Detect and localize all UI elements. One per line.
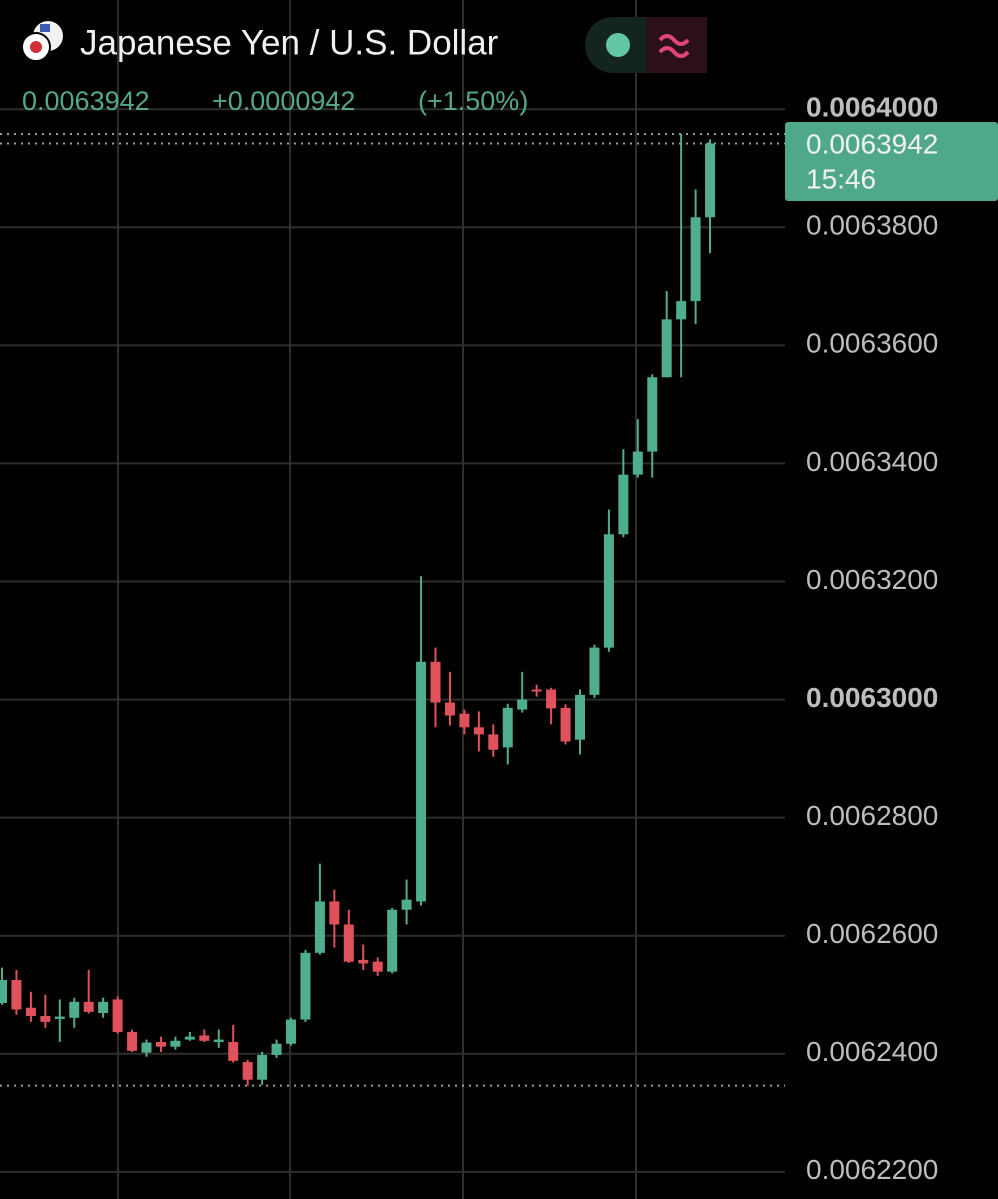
candle-body xyxy=(213,1039,224,1042)
y-tick-label: 0.0062400 xyxy=(806,1036,938,1067)
y-tick-label: 0.0063000 xyxy=(806,682,938,713)
candle-body xyxy=(502,707,513,748)
candle-body xyxy=(647,377,658,452)
candle-body xyxy=(184,1036,195,1040)
header-change: +0.0000942 xyxy=(212,86,355,116)
candle-body xyxy=(300,952,311,1020)
y-tick-label: 0.0062800 xyxy=(806,800,938,831)
candle-body xyxy=(40,1015,51,1022)
market-dot xyxy=(606,33,630,57)
candle-body xyxy=(25,1007,36,1016)
candle-body xyxy=(141,1042,152,1053)
candle-body xyxy=(372,961,383,972)
y-tick-label: 0.0064000 xyxy=(806,92,938,123)
price-tag: 0.0063942 15:46 xyxy=(785,122,998,201)
candle-body xyxy=(430,661,441,703)
y-tick-label: 0.0062200 xyxy=(806,1154,938,1185)
candle-body xyxy=(170,1040,181,1047)
candle-body xyxy=(0,979,7,1004)
jp-sun xyxy=(30,41,42,53)
plot xyxy=(0,108,785,1173)
price-tag-countdown: 15:46 xyxy=(806,163,876,194)
candle-body xyxy=(676,301,687,320)
candle-body xyxy=(54,1016,65,1019)
header: Japanese Yen / U.S. Dollar 0.0063942 +0.… xyxy=(21,17,707,116)
candle-body xyxy=(228,1041,239,1061)
candle-body xyxy=(286,1019,296,1044)
candle-body xyxy=(11,979,22,1010)
candle-body xyxy=(632,451,643,475)
price-tag-price: 0.0063942 xyxy=(806,128,938,159)
candle-body xyxy=(473,727,484,735)
symbol-title: Japanese Yen / U.S. Dollar xyxy=(80,23,499,62)
price-tag-bg xyxy=(785,122,998,201)
candle-body xyxy=(575,694,585,740)
status-pill[interactable] xyxy=(585,17,707,73)
candle-body xyxy=(690,217,701,302)
candle-body xyxy=(314,901,325,953)
time-grid xyxy=(117,0,637,1199)
candle-body xyxy=(661,319,672,378)
header-price: 0.0063942 xyxy=(22,86,150,116)
candle-body xyxy=(98,1001,109,1014)
candle-body xyxy=(488,734,499,750)
flag-canton xyxy=(40,24,50,32)
candle-body xyxy=(112,999,123,1032)
candle-body xyxy=(199,1035,210,1041)
y-tick-label: 0.0063800 xyxy=(806,210,938,241)
candle-body xyxy=(69,1001,80,1018)
candle-body xyxy=(705,143,716,218)
wave-icon xyxy=(658,34,690,58)
candle-body xyxy=(459,713,470,728)
candle-body xyxy=(387,909,398,972)
candle-body xyxy=(589,647,600,695)
candle-body xyxy=(603,534,614,648)
candle-body xyxy=(155,1041,166,1047)
currency-icon xyxy=(21,21,63,62)
candle-body xyxy=(401,899,412,910)
candle-body xyxy=(83,1001,94,1012)
y-tick-label: 0.0062600 xyxy=(806,918,938,949)
y-tick-label: 0.0063600 xyxy=(806,328,938,359)
candle-body xyxy=(416,661,427,902)
candle-body xyxy=(358,959,369,964)
header-change-percent: (+1.50%) xyxy=(418,86,528,116)
candle-body xyxy=(242,1062,253,1080)
candle-body xyxy=(127,1031,138,1051)
candle-body xyxy=(531,689,542,692)
candle-body xyxy=(343,924,354,962)
y-tick-label: 0.0063400 xyxy=(806,446,938,477)
candle-body xyxy=(329,901,340,925)
candle-body xyxy=(546,689,557,709)
candle-body xyxy=(444,702,455,716)
pill-right xyxy=(646,17,707,73)
candle-body xyxy=(560,707,571,742)
candle-body xyxy=(517,699,528,710)
candle-body xyxy=(271,1043,282,1055)
candle-body xyxy=(618,474,629,535)
y-tick-label: 0.0063200 xyxy=(806,564,938,595)
candle-body xyxy=(257,1054,268,1080)
